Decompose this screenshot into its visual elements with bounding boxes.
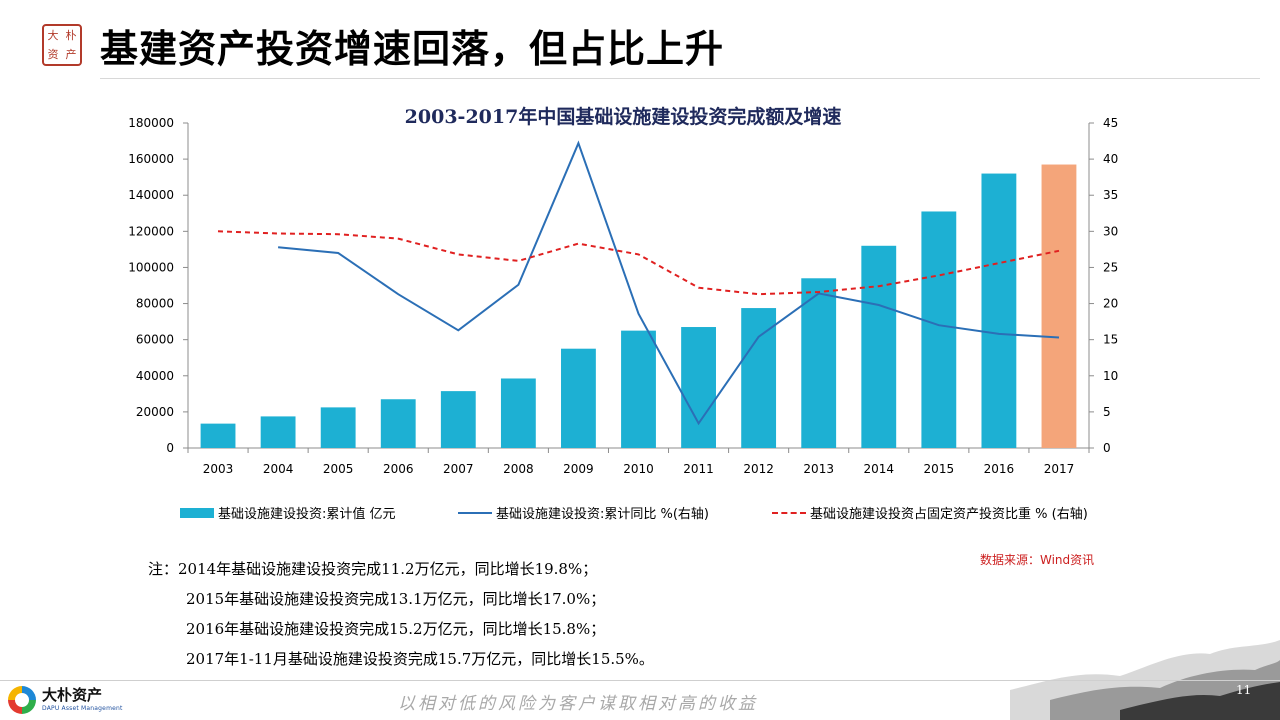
bar-2009 [561,348,596,448]
share-ratio-line [217,230,1060,296]
y-left-tick-label: 160000 [128,152,174,166]
seal-char: 资 [47,48,59,61]
title-divider [100,78,1260,79]
infrastructure-investment-chart: 2003-2017年中国基础设施建设投资完成额及增速 0 20000 40000 60… [128,105,1118,476]
company-seal: 大 朴 资 产 [42,24,82,66]
footer-divider [0,680,1280,681]
bar-2015 [921,211,957,448]
legend-swatch-line [458,511,492,514]
y-left-tick-label: 40000 [136,369,174,383]
y-left-tick-label: 0 [166,441,174,455]
x-tick-label: 2007 [443,462,474,476]
y-left-tick-label: 80000 [136,297,174,311]
growth-rate-line [278,140,1060,426]
legend-swatch-bar [180,507,214,518]
y-left-tick-label: 20000 [136,405,174,419]
x-tick-label: 2005 [323,462,354,476]
y-right-tick-label: 5 [1103,405,1111,419]
x-tick-label: 2017 [1044,462,1075,476]
seal-char: 产 [65,48,77,61]
bar-2014 [861,245,897,448]
x-tick-label: 2009 [563,462,594,476]
logo-name-en: DAPU Asset Management [42,705,123,712]
legend-label: 基础设施建设投资:累计同比 %(右轴) [496,507,710,522]
x-tick-label: 2014 [863,462,894,476]
bar-2005 [320,407,356,448]
x-tick-label: 2008 [503,462,534,476]
ink-landscape-decoration [1010,640,1280,720]
y-left-tick-label: 180000 [128,116,174,130]
bar-2017 [1041,164,1077,448]
y-left-tick-label: 120000 [128,224,174,238]
legend-swatch-dashed [772,511,806,514]
y-left-tick-label: 140000 [128,188,174,202]
legend-item-share-line: 基础设施建设投资占固定资产投资比重 % (右轴) [772,503,1088,522]
logo-name-cn: 大朴资产 [42,686,103,704]
bar-2013 [801,278,837,448]
legend-item-growth-line: 基础设施建设投资:累计同比 %(右轴) [458,503,709,522]
y-left-tick-label: 100000 [128,260,174,274]
company-logo: 大朴资产 DAPU Asset Management [8,684,123,716]
seal-char: 大 [47,29,59,42]
note-line: 2016年基础设施建设投资完成15.2万亿元，同比增长15.8%； [186,620,606,638]
y-right-tick-label: 45 [1103,116,1118,130]
note-line: 2015年基础设施建设投资完成13.1万亿元，同比增长17.0%； [186,590,606,608]
data-source: 数据来源：Wind资讯 [980,553,1095,567]
y-right-tick-label: 25 [1103,260,1118,274]
y-right-tick-label: 10 [1103,369,1118,383]
legend-label: 基础设施建设投资占固定资产投资比重 % (右轴) [810,507,1088,522]
x-tick-label: 2003 [203,462,234,476]
y-right-tick-label: 35 [1103,188,1118,202]
bar-2003 [200,423,236,448]
x-tick-label: 2004 [263,462,294,476]
bar-2010 [621,330,656,448]
logo-ring-icon [8,686,36,714]
bar-2008 [500,378,536,448]
y-right-tick-label: 30 [1103,224,1118,238]
bar-2006 [380,399,416,448]
bar-2011 [681,327,716,448]
x-tick-label: 2010 [623,462,654,476]
y-right-tick-label: 40 [1103,152,1118,166]
bar-2016 [981,173,1017,449]
bar-2012 [741,308,777,448]
x-tick-label: 2016 [984,462,1015,476]
company-slogan: 以相对低的风险为客户谋取相对高的收益 [398,694,758,714]
x-tick-label: 2006 [383,462,414,476]
x-tick-label: 2013 [803,462,834,476]
x-tick-label: 2012 [743,462,774,476]
slide-title: 基建资产投资增速回落，但占比上升 [100,27,725,71]
bar-2007 [440,391,476,448]
chart-title: 2003-2017年中国基础设施建设投资完成额及增速 [405,105,842,128]
legend-item-bar: 基础设施建设投资:累计值 亿元 [180,503,396,522]
bar-2004 [260,416,296,448]
note-line: 2017年1-11月基础设施建设投资完成15.7万亿元，同比增长15.5%。 [186,650,654,668]
y-right-tick-label: 20 [1103,297,1118,311]
chart-notes: 注：2014年基础设施建设投资完成11.2万亿元，同比增长19.8%； 2015… [148,554,654,674]
note-line: 注：2014年基础设施建设投资完成11.2万亿元，同比增长19.8%； [148,560,598,578]
x-tick-label: 2015 [924,462,955,476]
page-number: 11 [1236,683,1252,697]
y-right-tick-label: 15 [1103,333,1118,347]
x-tick-label: 2011 [683,462,714,476]
y-right-tick-label: 0 [1103,441,1111,455]
y-left-tick-label: 60000 [136,333,174,347]
seal-char: 朴 [65,29,77,42]
chart-legend: 基础设施建设投资:累计值 亿元 基础设施建设投资:累计同比 %(右轴) 基础设施… [180,503,1160,523]
legend-label: 基础设施建设投资:累计值 亿元 [218,507,396,522]
